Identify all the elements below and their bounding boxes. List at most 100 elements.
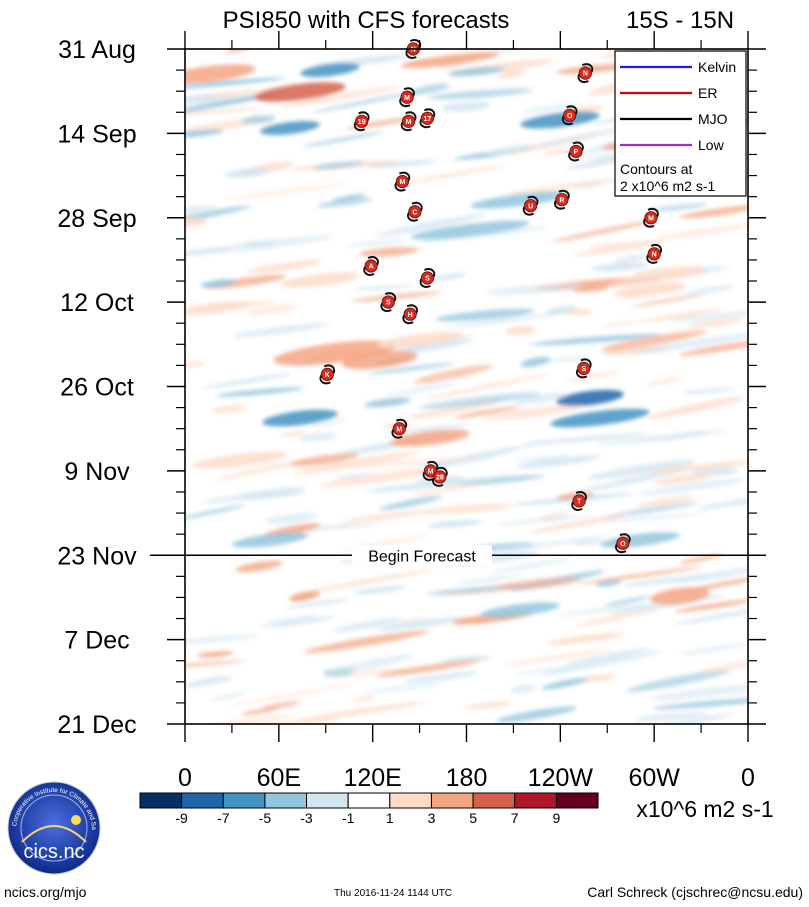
storm-icon [555, 193, 569, 207]
anomaly-streak [232, 323, 330, 338]
storm-marker: A [363, 256, 379, 276]
storm-icon [577, 361, 591, 375]
anomaly-streak [622, 574, 708, 587]
footer-left: ncics.org/mjo [4, 884, 87, 900]
storm-marker: K [319, 364, 336, 385]
anomaly-streak [185, 91, 283, 115]
anomaly-streak [531, 125, 635, 148]
anomaly-streak [629, 332, 748, 354]
anomaly-streak [335, 473, 373, 479]
storm-arm-bottom [422, 471, 434, 481]
anomaly-streak [327, 654, 414, 674]
storm-arm-top [411, 201, 423, 212]
anomaly-streak [280, 430, 307, 437]
colorbar-label: -3 [300, 810, 313, 826]
anomaly-streak [539, 650, 664, 676]
anomaly-streak [419, 392, 541, 409]
anomaly-core [232, 532, 308, 548]
anomaly-streak [185, 77, 286, 89]
anomaly-streak [197, 651, 234, 658]
anomaly-streak [237, 489, 305, 500]
storm-arm-bottom [432, 477, 444, 487]
anomaly-streak [614, 254, 647, 263]
storm-marker: M [400, 111, 417, 132]
storm-icon [433, 470, 447, 484]
anomaly-core [480, 602, 560, 618]
storm-arm-bottom [615, 543, 627, 554]
anomaly-streak [601, 321, 638, 327]
anomaly-streak [609, 271, 709, 285]
storm-marker: 28 [432, 467, 448, 487]
legend-note-1: Contours at [620, 161, 692, 177]
storm-arm-bottom [391, 429, 403, 439]
anomaly-streak [317, 197, 373, 208]
anomaly-streak [185, 634, 262, 645]
colorbar-units: x10^6 m2 s-1 [636, 796, 773, 822]
storm-icon [420, 271, 434, 285]
colorbar-label: -9 [175, 810, 188, 826]
footer-center: Thu 2016-11-24 1144 UTC [334, 888, 453, 899]
anomaly-streak [567, 309, 593, 316]
x-tick-label: 0 [741, 764, 755, 792]
anomaly-streak [578, 466, 699, 493]
storm-label: O [620, 541, 626, 548]
anomaly-core [550, 408, 650, 428]
storm-arm-top [403, 87, 415, 97]
legend-box [614, 50, 747, 197]
anomaly-streak [211, 404, 247, 414]
anomaly-streak [384, 383, 459, 396]
storm-icon [408, 205, 422, 219]
storm-arm-top [367, 256, 379, 266]
storm-arm-top [424, 108, 436, 118]
anomaly-streak [572, 287, 608, 292]
legend-label: Low [698, 137, 725, 153]
storm-marker: O [561, 105, 578, 126]
storm-arm-bottom [399, 97, 411, 108]
storm-arm-bottom [554, 200, 566, 210]
storm-icon [572, 494, 586, 508]
anomaly-streak [645, 377, 683, 386]
logo-text: cics.nc [23, 841, 84, 863]
anomaly-streak [185, 217, 207, 227]
anomaly-streak [638, 478, 747, 496]
anomaly-streak [205, 235, 334, 254]
colorbar-swatch [514, 792, 557, 809]
anomaly-streak [455, 574, 524, 585]
anomaly-streak [674, 599, 748, 613]
storm-marker: M [391, 418, 408, 439]
legend-note-2: 2 x10^6 m2 s-1 [620, 178, 715, 194]
anomaly-streak [185, 504, 247, 520]
colorbar-swatch [139, 792, 183, 809]
anomaly-streak [352, 695, 377, 702]
storm-arm-top [395, 418, 408, 429]
anomaly-streak [284, 598, 350, 609]
anomaly-streak [324, 667, 412, 679]
anomaly-streak [224, 167, 271, 178]
storm-marker: U [522, 195, 539, 216]
anomaly-streak [652, 697, 748, 710]
storm-label: N [583, 71, 588, 78]
anomaly-streak [375, 660, 480, 677]
anomaly-streak [265, 513, 318, 525]
x-tick-label: 0 [178, 764, 192, 792]
storm-label: N [652, 252, 657, 259]
storm-arm-top [647, 207, 659, 218]
storm-marker: M [394, 171, 411, 192]
anomaly-streak [408, 83, 450, 95]
anomaly-streak [386, 423, 473, 434]
anomaly-streak [643, 459, 748, 474]
anomaly-streak [341, 509, 434, 523]
anomaly-streak [489, 536, 610, 552]
anomaly-streak [669, 311, 748, 323]
storm-label: 17 [424, 116, 432, 123]
axis-ticks: 31 Aug 14 Sep 28 Sep 12 Oct 26 Oct 9 Nov 23 No… [57, 31, 766, 792]
anomaly-streak [453, 406, 522, 419]
anomaly-streak [448, 67, 505, 77]
anomaly-streak [352, 585, 407, 595]
storm-arm-bottom [575, 368, 588, 379]
anomaly-streak [520, 356, 551, 368]
anomaly-streak [185, 676, 233, 688]
storm-arm-bottom [380, 302, 392, 312]
anomaly-streak [278, 86, 401, 108]
